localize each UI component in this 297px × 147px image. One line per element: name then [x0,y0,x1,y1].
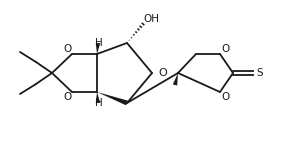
Text: H: H [95,38,103,48]
Text: O: O [158,68,167,78]
Polygon shape [96,92,100,103]
Text: S: S [257,68,263,78]
Text: O: O [64,44,72,54]
Text: O: O [221,44,229,54]
Polygon shape [96,43,100,54]
Text: H: H [95,98,103,108]
Polygon shape [97,92,128,105]
Text: O: O [221,92,229,102]
Text: O: O [64,92,72,102]
Polygon shape [173,73,178,86]
Text: OH: OH [143,14,159,24]
